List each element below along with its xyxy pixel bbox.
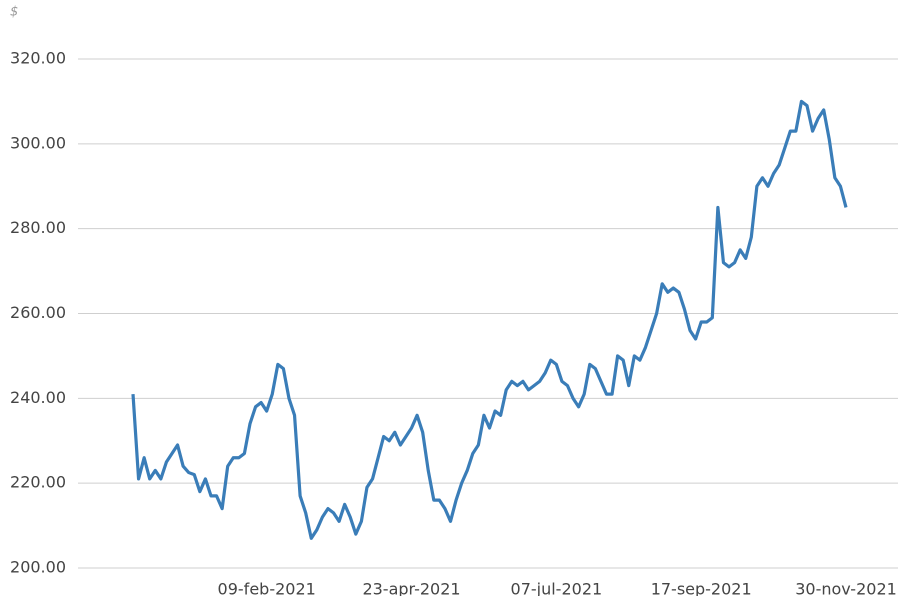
y-axis-unit: $ <box>10 5 18 20</box>
y-tick-label: 320.00 <box>10 49 66 68</box>
x-tick-label: 09-feb-2021 <box>218 580 316 596</box>
y-tick-label: 280.00 <box>10 218 66 237</box>
x-tick-label: 23-apr-2021 <box>362 580 460 596</box>
x-tick-label: 07-jul-2021 <box>511 580 603 596</box>
y-tick-label: 300.00 <box>10 133 66 152</box>
x-tick-label: 17-sep-2021 <box>651 580 752 596</box>
x-tick-label: 30-nov-2021 <box>795 580 897 596</box>
price-line <box>131 99 848 540</box>
y-tick-label: 260.00 <box>10 303 66 322</box>
y-tick-label: 240.00 <box>10 388 66 407</box>
y-tick-label: 220.00 <box>10 473 66 492</box>
y-tick-label: 200.00 <box>10 558 66 577</box>
